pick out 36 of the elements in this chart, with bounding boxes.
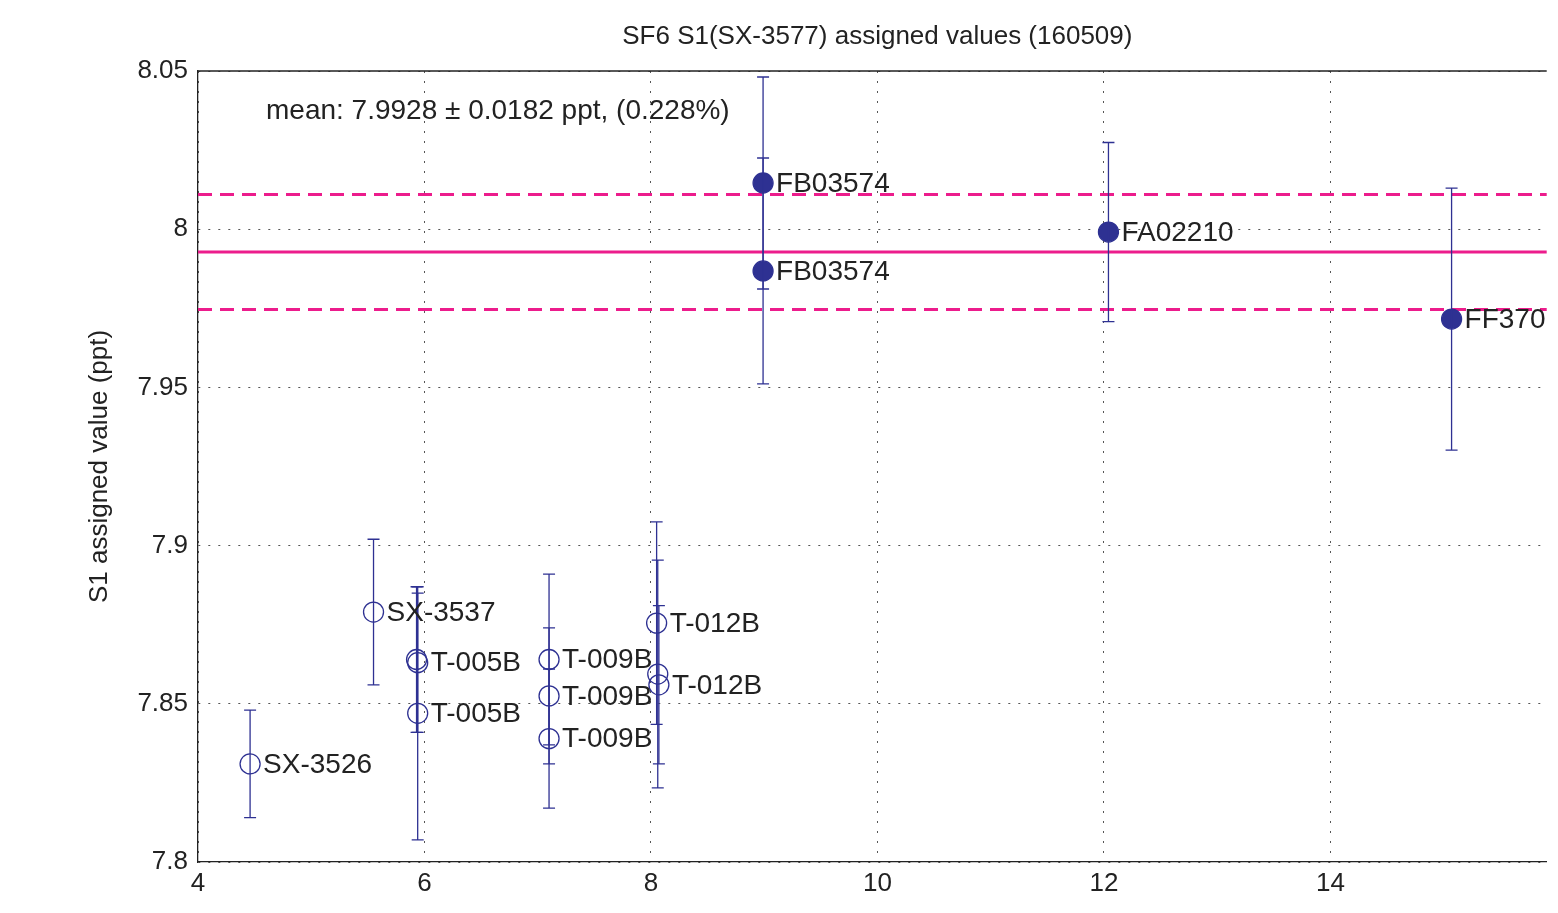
annotation: T-009B [562,643,653,675]
point [645,612,668,634]
point [538,727,560,750]
annotation: T-005B [430,697,521,729]
annotation: T-012B [669,606,760,638]
annotation: FB03574 [776,166,890,198]
point [407,702,429,724]
x-tick-label: 10 [862,866,892,897]
annotation: T-012B [671,668,763,700]
annotation: T-009B [562,722,653,754]
point [239,753,261,775]
chart-title: SF6 S1(SX-3577) assigned values (160509) [622,20,1133,51]
point [538,685,560,707]
y-tick-label: 8.05 [137,54,188,85]
x-tick-label: 14 [1315,866,1345,897]
point [362,601,385,623]
annotation: FB03574 [776,254,890,286]
annotation: T-009B [562,679,653,711]
point [1440,308,1463,330]
y-tick-label: 7.85 [137,686,188,717]
annotation: FA02210 [1121,215,1234,247]
y-tick-label: 7.95 [137,370,188,401]
y-tick-label: 7.9 [151,528,188,559]
point [538,648,560,671]
annotation: T-005B [430,646,521,678]
x-tick-label: 12 [1089,866,1119,897]
x-tick-label: 8 [643,866,659,897]
y-tick-label: 8 [173,212,188,243]
x-tick-label: 6 [417,866,432,897]
annotation: mean: 7.9928 ± 0.0182 ppt, (0.228%) [266,93,730,125]
y-tick-label: 7.8 [151,845,188,876]
annotation: FF370 [1464,302,1546,334]
x-tick-label: 4 [190,866,206,897]
y-axis-title: S1 assigned value (ppt) [83,329,114,604]
annotation: SX-3526 [263,747,373,779]
point [1097,221,1120,243]
